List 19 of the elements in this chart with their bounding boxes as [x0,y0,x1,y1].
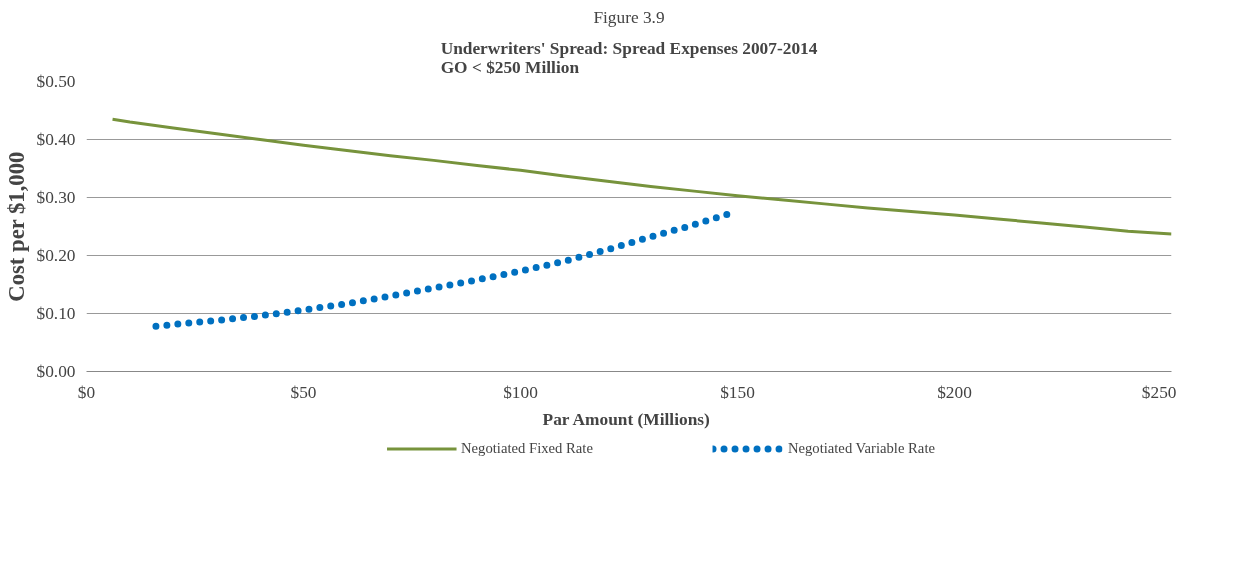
y-tick-label: $0.30 [36,188,76,207]
y-tick-label: $0.10 [36,304,76,323]
y-tick-label: $0.40 [36,130,76,149]
y-tick-label: $0.20 [36,246,76,265]
chart-subtitle: Underwriters' Spread: Spread Expenses 2007-2014 GO < $250 Million [440,38,818,77]
y-tick-label: $0.00 [36,362,76,381]
y-axis-title: Cost per $1,000 [3,151,29,302]
chart-title: Figure 3.9 [593,7,665,27]
x-tick-label: $150 [720,382,755,402]
x-tick-label: $250 [1141,382,1177,402]
y-tick-label: $0.50 [36,72,76,91]
line-series [111,117,1172,236]
legend-label: Negotiated Variable Rate [787,439,935,457]
x-tick-label: $50 [290,382,317,402]
x-tick-label: $100 [503,382,538,402]
x-tick-label: $200 [937,382,972,402]
legend-label: Negotiated Fixed Rate [461,439,593,457]
x-axis-title: Par Amount (Millions) [542,409,711,429]
x-tick-label: $0 [77,382,96,402]
